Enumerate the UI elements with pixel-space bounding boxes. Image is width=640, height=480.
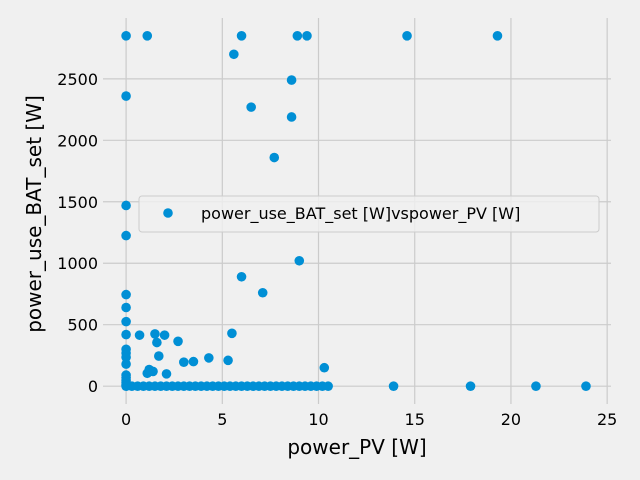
x-tick-label: 0 <box>121 410 131 429</box>
y-tick-label: 1500 <box>57 193 98 212</box>
y-axis-label: power_use_BAT_set [W] <box>22 95 46 333</box>
data-point <box>121 316 131 327</box>
data-point <box>161 369 172 379</box>
x-tick-label: 15 <box>405 410 425 429</box>
data-point <box>402 31 412 41</box>
data-point <box>188 356 199 367</box>
data-point <box>257 287 268 298</box>
x-tick-label: 5 <box>217 410 227 429</box>
data-point <box>292 31 303 41</box>
data-point <box>294 255 305 266</box>
data-point <box>121 352 131 363</box>
data-point <box>142 31 153 41</box>
data-point <box>121 91 131 101</box>
x-axis-label: power_PV [W] <box>287 435 426 459</box>
data-point <box>121 200 131 211</box>
legend-marker <box>163 208 173 218</box>
data-point <box>121 289 131 300</box>
y-tick-label: 2500 <box>57 70 98 89</box>
data-point <box>236 31 247 41</box>
data-point <box>121 359 131 369</box>
x-tick-labels: 0 5 10 15 20 25 <box>121 410 617 429</box>
data-point <box>134 330 145 340</box>
data-point <box>150 329 160 339</box>
data-point <box>121 230 131 241</box>
data-point <box>286 112 297 122</box>
data-point <box>159 330 170 340</box>
x-tick-label: 10 <box>308 410 328 429</box>
y-tick-labels: 0 500 1000 1500 2000 2500 <box>57 70 98 396</box>
data-point <box>121 329 131 340</box>
data-point <box>319 362 330 373</box>
y-tick-label: 500 <box>67 316 98 335</box>
data-point <box>223 355 233 366</box>
x-tick-label: 20 <box>501 410 521 429</box>
data-point <box>121 302 131 313</box>
data-point <box>581 381 591 391</box>
data-point <box>388 381 399 391</box>
data-point <box>204 353 214 363</box>
legend: power_use_BAT_set [W]vspower_PV [W] <box>138 195 600 233</box>
data-point <box>492 31 503 41</box>
data-point <box>302 31 312 41</box>
data-point <box>152 337 162 348</box>
data-point <box>179 357 189 368</box>
legend-box <box>138 195 600 233</box>
data-point <box>154 351 164 361</box>
data-point <box>227 328 237 339</box>
y-tick-label: 0 <box>88 377 98 396</box>
y-tick-label: 2000 <box>57 131 98 150</box>
data-point <box>121 31 131 41</box>
legend-label: power_use_BAT_set [W]vspower_PV [W] <box>201 204 520 224</box>
data-point <box>236 271 247 282</box>
data-points <box>121 31 591 391</box>
data-point <box>323 381 333 391</box>
data-point <box>246 102 256 112</box>
x-tick-label: 25 <box>597 410 617 429</box>
data-point <box>173 336 183 347</box>
data-point <box>465 381 476 391</box>
data-point <box>269 152 280 163</box>
data-point <box>142 368 153 379</box>
y-tick-label: 1000 <box>57 254 98 273</box>
data-point <box>286 75 297 85</box>
data-point <box>531 381 541 391</box>
data-point <box>229 49 239 60</box>
